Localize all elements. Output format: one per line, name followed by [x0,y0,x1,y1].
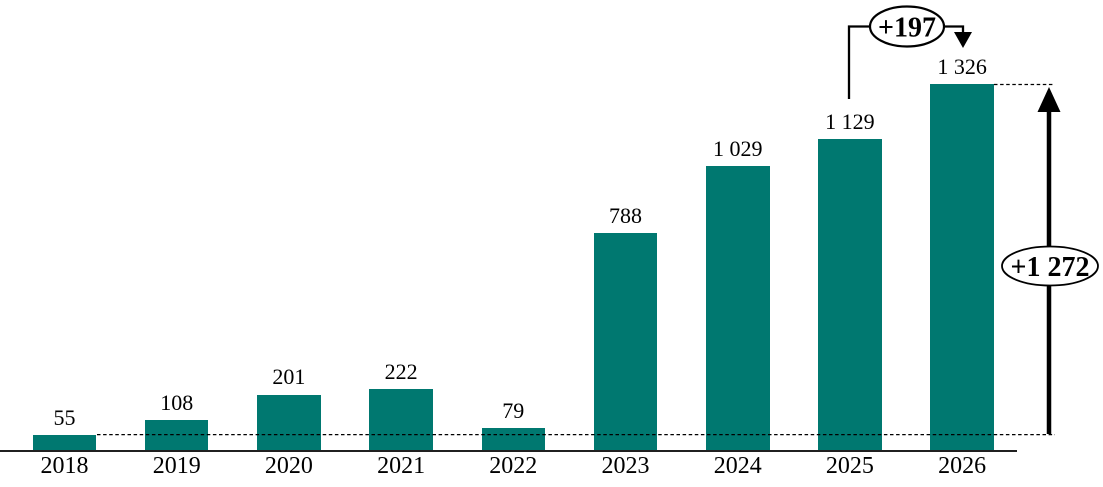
bar-value-label: 108 [160,390,194,416]
bar-2019 [144,420,209,450]
bar-2023 [593,232,658,450]
x-axis-tick-label: 2026 [938,453,987,479]
bar-value-label: 1 129 [825,108,875,134]
bar-2018 [32,434,97,450]
bar-2022 [481,428,545,450]
bar-value-label: 1 326 [937,54,987,80]
bar-2025 [818,138,882,450]
bar-value-label: 1 029 [712,136,763,162]
bar-value-label: 79 [502,398,525,424]
bar-value-label: 201 [272,364,306,390]
bar-2021 [369,388,433,450]
bar-2024 [706,166,770,450]
x-axis-tick-label: 2022 [489,453,538,479]
bar-value-label: 55 [53,404,76,430]
bar-2020 [257,394,321,450]
bar-value-label: 222 [384,358,418,384]
x-axis-tick-label: 2018 [40,453,89,479]
x-axis-tick-label: 2020 [264,453,313,479]
x-axis-tick-label: 2023 [601,453,650,479]
x-axis-tick-label: 2024 [713,453,762,479]
bar-value-label: 788 [609,202,642,228]
x-axis-tick-label: 2021 [377,453,426,479]
x-axis-tick-label: 2025 [825,453,874,479]
bar-2026 [930,84,994,450]
x-axis-tick-label: 2019 [152,453,201,479]
